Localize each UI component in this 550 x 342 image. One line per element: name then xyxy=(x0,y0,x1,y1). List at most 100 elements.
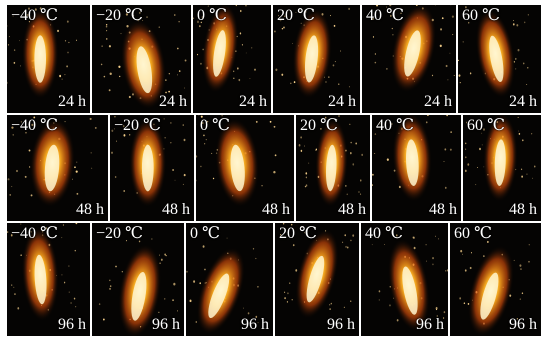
spark xyxy=(254,68,256,71)
spark xyxy=(334,61,336,63)
spark xyxy=(182,124,184,126)
spark xyxy=(361,153,363,156)
flame-core xyxy=(325,144,337,192)
spark xyxy=(384,244,385,245)
spark xyxy=(338,115,340,117)
spark xyxy=(105,25,108,28)
flame-core xyxy=(34,35,47,83)
duration-label: 96 h xyxy=(416,316,444,333)
spark xyxy=(290,82,292,85)
spark xyxy=(269,120,272,123)
spark xyxy=(205,138,207,141)
spark xyxy=(522,139,524,142)
spark xyxy=(109,285,112,288)
spark xyxy=(431,74,434,77)
flame-core xyxy=(34,254,47,305)
spark xyxy=(29,166,31,168)
spark xyxy=(443,311,446,314)
spark xyxy=(151,238,153,240)
spark xyxy=(518,130,520,132)
spark xyxy=(105,24,108,26)
spark xyxy=(352,234,355,237)
spark xyxy=(75,223,78,225)
spark xyxy=(391,27,393,30)
spark xyxy=(284,291,286,293)
temperature-label: 0 ℃ xyxy=(190,225,220,242)
duration-label: 48 h xyxy=(262,201,290,218)
photo-panel-r2c6: 60 ℃ 48 h xyxy=(463,115,541,221)
spark xyxy=(484,8,486,10)
spark xyxy=(76,192,79,195)
spark xyxy=(462,253,464,255)
spark xyxy=(90,152,92,154)
spark xyxy=(196,155,198,158)
spark xyxy=(374,152,376,155)
spark xyxy=(517,116,519,119)
spark xyxy=(91,167,93,169)
spark xyxy=(301,225,303,228)
spark xyxy=(305,10,307,13)
flame-core xyxy=(44,144,60,192)
temperature-label: 20 ℃ xyxy=(279,225,317,242)
spark xyxy=(342,241,344,244)
spark xyxy=(7,231,9,233)
temperature-label: −40 ℃ xyxy=(11,225,58,242)
spark xyxy=(68,41,70,44)
spark xyxy=(94,126,97,129)
spark xyxy=(255,257,257,260)
spark xyxy=(527,66,529,69)
spark xyxy=(522,62,525,65)
spark xyxy=(184,59,187,62)
spark xyxy=(233,70,235,73)
spark xyxy=(389,304,391,307)
spark xyxy=(465,6,467,9)
temperature-label: 40 ℃ xyxy=(376,117,414,134)
spark xyxy=(182,183,184,185)
spark xyxy=(200,115,203,118)
spark xyxy=(75,170,78,173)
spark xyxy=(346,193,348,196)
spark xyxy=(524,21,526,24)
spark xyxy=(352,163,355,166)
spark xyxy=(519,298,521,300)
spark xyxy=(11,126,14,129)
spark xyxy=(221,115,223,117)
spark xyxy=(7,81,8,85)
spark xyxy=(168,90,170,93)
spark xyxy=(308,162,310,164)
spark xyxy=(13,61,16,64)
flame-core xyxy=(304,35,319,83)
spark xyxy=(19,40,20,42)
spark xyxy=(33,116,36,119)
spark xyxy=(470,252,472,254)
spark xyxy=(389,5,392,7)
spark xyxy=(459,82,461,84)
spark xyxy=(304,185,306,188)
spark xyxy=(239,32,242,35)
photo-panel-r3c6: 60 ℃ 96 h xyxy=(450,223,541,336)
duration-label: 24 h xyxy=(239,93,267,110)
photo-panel-r3c1: −40 ℃ 96 h xyxy=(7,223,90,336)
spark xyxy=(177,310,178,312)
spark xyxy=(146,16,148,18)
spark xyxy=(245,52,247,54)
spark xyxy=(138,240,141,243)
spark xyxy=(386,158,389,161)
flame-core xyxy=(494,139,506,186)
spark xyxy=(241,44,243,46)
spark xyxy=(20,223,22,225)
spark xyxy=(189,299,192,303)
spark xyxy=(111,129,114,132)
spark xyxy=(376,126,379,129)
spark xyxy=(465,142,467,145)
spark xyxy=(273,170,276,174)
spark xyxy=(63,281,66,284)
spark xyxy=(133,14,135,16)
spark xyxy=(247,312,250,315)
spark xyxy=(338,83,340,85)
spark xyxy=(400,12,402,15)
spark xyxy=(345,185,347,187)
spark xyxy=(12,15,14,17)
spark xyxy=(20,65,21,67)
photo-panel-r2c3: 0 ℃ 48 h xyxy=(196,115,294,221)
